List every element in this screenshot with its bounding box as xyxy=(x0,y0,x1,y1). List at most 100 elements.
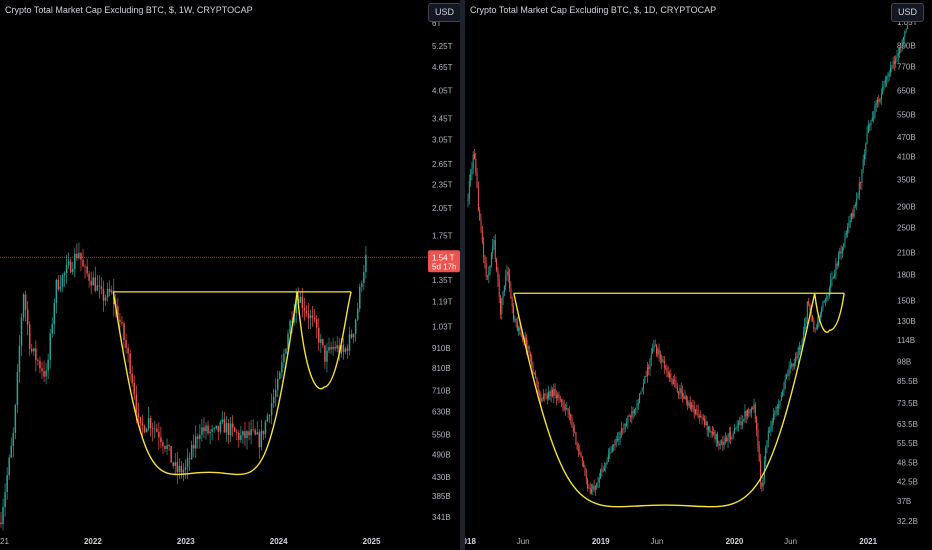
candle-body xyxy=(900,47,902,48)
panel-divider[interactable] xyxy=(460,0,465,550)
candle-body xyxy=(283,353,285,363)
candle-body xyxy=(858,182,860,196)
candle-body xyxy=(727,437,729,441)
candle-body xyxy=(756,419,758,431)
candle-body xyxy=(242,431,244,436)
candle-body xyxy=(784,378,786,389)
candle-body xyxy=(119,319,121,323)
candle-body xyxy=(643,383,644,389)
y-tick-label: 5.25T xyxy=(432,42,453,51)
y-tick-label: 4.05T xyxy=(432,87,453,96)
candle-body xyxy=(326,350,328,362)
candle-body xyxy=(886,77,888,80)
right-chart-canvas[interactable]: 1.05T890B770B650B550B470B410B350B290B250… xyxy=(465,0,932,550)
candle-body xyxy=(805,317,807,324)
candle-body xyxy=(295,299,297,314)
candle-body xyxy=(217,425,220,432)
candle-body xyxy=(182,469,185,473)
candle-body xyxy=(760,460,761,483)
candle-body xyxy=(800,347,802,350)
right-currency-button[interactable]: USD xyxy=(891,3,925,22)
candle-body xyxy=(583,460,585,468)
candle-body xyxy=(732,433,734,438)
candle-body xyxy=(160,437,162,443)
candle-body xyxy=(861,169,863,183)
candle-body xyxy=(22,294,25,318)
candle-body xyxy=(652,349,654,354)
y-tick-label: 63.5B xyxy=(897,420,918,429)
candle-body xyxy=(557,394,559,398)
left-chart-canvas[interactable]: 6T 5.25T 4.65T 4.05T 3.45T 3.05T 2.65T 2.35T 2.0… xyxy=(0,0,460,550)
candle-body xyxy=(110,290,113,293)
candle-body xyxy=(644,376,646,384)
candle-body xyxy=(522,335,524,340)
candle-body xyxy=(139,417,142,424)
candle-body xyxy=(568,412,570,415)
candle-body xyxy=(100,286,103,290)
candle-body xyxy=(356,308,359,320)
candle-body xyxy=(313,317,316,319)
y-tick-label: 250B xyxy=(897,224,916,233)
candle-body xyxy=(492,244,494,254)
candle-body xyxy=(628,415,630,417)
candle-body xyxy=(16,371,19,406)
y-tick-label: 770B xyxy=(897,62,916,71)
candle-body xyxy=(671,378,673,385)
candle-body xyxy=(726,438,728,441)
candle-body xyxy=(221,419,224,422)
candle-body xyxy=(571,419,573,428)
right-chart-panel[interactable]: 1.05T 890B 770B 650B 550B 470B 410B 350B 290B 250… xyxy=(465,0,932,550)
candle-body xyxy=(565,408,566,410)
candle-body xyxy=(748,409,750,413)
candle-body xyxy=(758,445,760,461)
candle-body xyxy=(106,289,109,298)
y-tick-label: 470B xyxy=(897,133,916,142)
candle-body xyxy=(839,251,841,255)
candle-body xyxy=(248,431,250,436)
candle-body xyxy=(623,424,625,430)
candle-body xyxy=(689,402,691,409)
candle-body xyxy=(516,323,518,331)
candle-body xyxy=(653,346,655,350)
candle-body xyxy=(188,458,191,460)
left-currency-button[interactable]: USD xyxy=(428,3,460,22)
candle-body xyxy=(479,209,481,221)
candle-body xyxy=(575,431,577,446)
candle-body xyxy=(609,452,611,455)
x-tick-label: 2024 xyxy=(270,537,288,546)
candle-body xyxy=(666,368,668,373)
candle-body xyxy=(813,320,815,329)
candle-body xyxy=(588,487,590,489)
candle-body xyxy=(480,220,482,230)
candle-body xyxy=(266,415,269,422)
candle-body xyxy=(170,445,172,463)
candle-body xyxy=(509,274,511,289)
candle-body xyxy=(264,421,267,435)
x-tick-label: 2023 xyxy=(177,537,195,546)
candle-body xyxy=(496,259,498,271)
candle-body xyxy=(765,448,767,462)
candle-body xyxy=(497,270,499,280)
candle-body xyxy=(786,374,787,379)
candle-body xyxy=(510,288,512,299)
candle-body xyxy=(285,348,287,354)
candle-body xyxy=(632,411,634,414)
candle-body xyxy=(162,442,164,447)
candle-body xyxy=(164,446,166,450)
candle-body xyxy=(541,398,543,402)
candle-body xyxy=(788,367,790,376)
candle-body xyxy=(693,406,695,414)
candle-body xyxy=(631,411,633,418)
candle-body xyxy=(338,345,340,354)
candle-body xyxy=(554,388,556,396)
candle-body xyxy=(579,450,581,454)
candle-body xyxy=(39,360,41,369)
candle-body xyxy=(475,158,477,173)
candle-body xyxy=(589,487,591,494)
candle-body xyxy=(845,233,847,235)
candle-body xyxy=(862,159,864,170)
candle-body xyxy=(804,323,806,332)
candle-body xyxy=(574,431,576,433)
candle-body xyxy=(254,430,256,435)
left-chart-panel[interactable]: 6T 5.25T 4.65T 4.05T 3.45T 3.05T 2.65T 2.35T 2.0… xyxy=(0,0,460,550)
